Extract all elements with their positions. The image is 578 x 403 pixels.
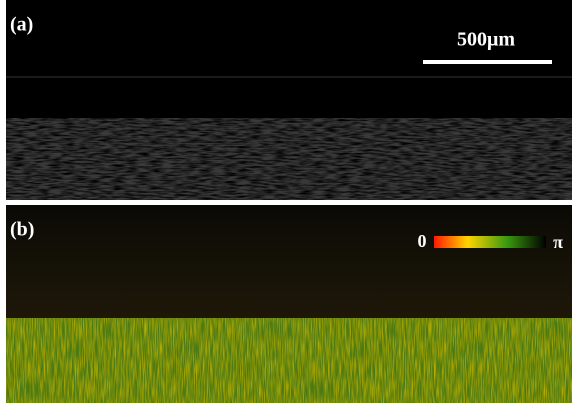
- scale-bar-label: 500μm: [457, 29, 515, 51]
- colorbar-max-label: π: [553, 232, 563, 252]
- panel-label: (a): [10, 14, 33, 36]
- colorbar-min-label: 0: [418, 231, 427, 251]
- panel-b: (b) 0 π: [6, 205, 572, 403]
- colorbar: [434, 236, 546, 248]
- panel-a: (a) 500μm: [6, 0, 572, 200]
- panel-label: (b): [10, 219, 34, 241]
- surface-line: [6, 76, 572, 78]
- speckle: [6, 318, 572, 403]
- speckle: [6, 118, 572, 200]
